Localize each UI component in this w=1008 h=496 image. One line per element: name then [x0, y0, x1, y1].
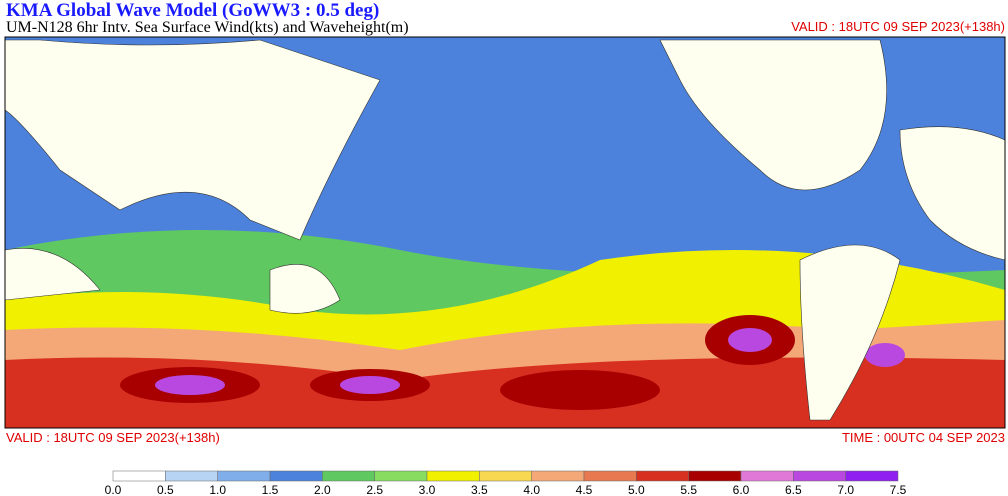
colorbar-label: 5.5: [680, 483, 697, 496]
colorbar-label: 6.5: [785, 483, 802, 496]
colorbar-swatch: [112, 470, 166, 482]
colorbar-label: 7.5: [890, 483, 907, 496]
colorbar-swatch: [322, 470, 375, 482]
colorbar-label: 1.5: [262, 483, 279, 496]
colorbar-swatch: [426, 470, 480, 482]
title: KMA Global Wave Model (GoWW3 : 0.5 deg): [6, 0, 379, 21]
colorbar-label: 2.5: [366, 483, 383, 496]
colorbar-label: 2.0: [314, 483, 331, 496]
colorbar-swatch: [217, 470, 271, 482]
colorbar-swatch: [740, 470, 794, 482]
colorbar-label: 6.0: [733, 483, 750, 496]
colorbar-swatch: [479, 470, 532, 482]
map: [4, 36, 1006, 429]
valid-top: VALID : 18UTC 09 SEP 2023(+138h): [791, 19, 1005, 34]
valid-bottom: VALID : 18UTC 09 SEP 2023(+138h): [6, 430, 220, 445]
colorbar-swatch: [583, 470, 637, 482]
colorbar-label: 3.5: [471, 483, 488, 496]
colorbar-swatch: [636, 470, 689, 482]
colorbar-label: 1.0: [209, 483, 226, 496]
colorbar-swatch: [793, 470, 846, 482]
colorbar-label: 4.0: [523, 483, 540, 496]
colorbar-label: 5.0: [628, 483, 645, 496]
colorbar-swatch: [165, 470, 218, 482]
time: TIME : 00UTC 04 SEP 2023: [842, 430, 1005, 445]
colorbar-swatch: [531, 470, 585, 482]
colorbar-label: 7.0: [837, 483, 854, 496]
colorbar-swatch: [688, 470, 742, 482]
colorbar-label: 0.0: [105, 483, 122, 496]
colorbar: 0.0 0.5 1.0 1.5 2.0 2.5 3.0 3.5 4.0 4.5 5.0 5.5 6.0 6…: [105, 470, 907, 496]
colorbar-swatch: [845, 470, 899, 482]
subtitle: UM-N128 6hr Intv. Sea Surface Wind(kts) …: [6, 19, 409, 36]
colorbar-label: 3.0: [419, 483, 436, 496]
colorbar-label: 0.5: [157, 483, 174, 496]
colorbar-swatch: [269, 470, 323, 482]
colorbar-label: 4.5: [576, 483, 593, 496]
colorbar-swatch: [374, 470, 428, 482]
